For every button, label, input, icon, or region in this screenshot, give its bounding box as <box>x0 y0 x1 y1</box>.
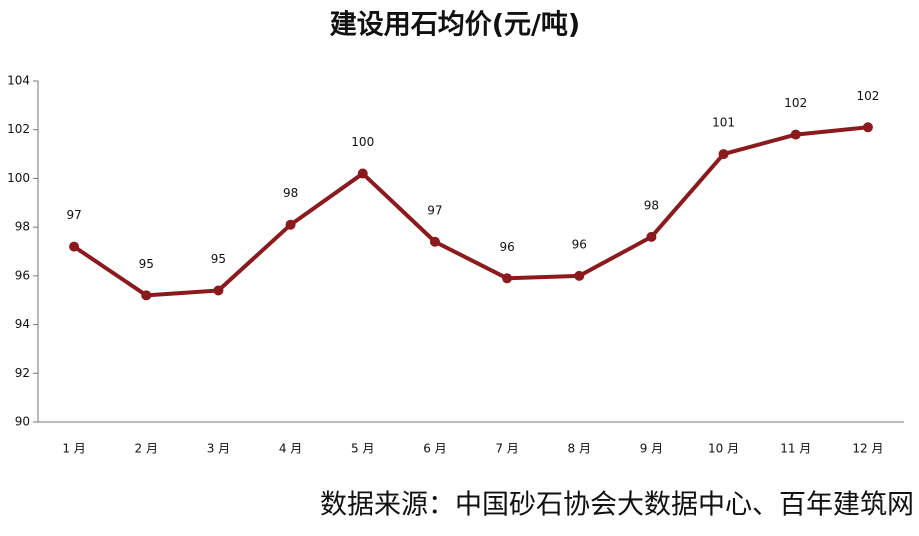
data-point <box>141 290 152 301</box>
x-tick-label: 6 月 <box>423 442 446 456</box>
source-note: 数据来源：中国砂石协会大数据中心、百年建筑网 <box>320 490 914 521</box>
x-tick-label: 10 月 <box>708 442 739 456</box>
y-tick-label: 100 <box>7 171 30 185</box>
y-tick-label: 96 <box>15 268 30 282</box>
x-tick-label: 1 月 <box>62 442 85 456</box>
x-tick-label: 11 月 <box>780 442 811 456</box>
data-point <box>429 236 440 247</box>
data-label: 102 <box>856 89 879 103</box>
data-point <box>790 129 801 140</box>
x-tick-label: 3 月 <box>207 442 230 456</box>
data-label: 102 <box>784 96 807 110</box>
y-tick-label: 98 <box>15 220 30 234</box>
x-tick-label: 2 月 <box>135 442 158 456</box>
data-label: 100 <box>351 135 374 149</box>
data-label: 96 <box>499 240 514 254</box>
data-label: 96 <box>572 237 587 251</box>
data-label: 97 <box>66 208 81 222</box>
y-tick-label: 90 <box>15 415 30 429</box>
y-tick-label: 104 <box>7 74 30 88</box>
x-tick-label: 9 月 <box>640 442 663 456</box>
x-tick-label: 5 月 <box>351 442 374 456</box>
data-point <box>646 231 657 242</box>
y-tick-label: 102 <box>7 122 30 136</box>
y-tick-label: 94 <box>15 317 30 331</box>
data-label: 98 <box>644 198 659 212</box>
series-line <box>72 125 869 298</box>
y-tick-label: 92 <box>15 366 30 380</box>
data-label: 101 <box>712 116 735 130</box>
x-tick-label: 8 月 <box>568 442 591 456</box>
data-point <box>285 219 296 230</box>
data-point <box>574 270 585 281</box>
data-point <box>862 122 873 133</box>
chart-title: 建设用石均价(元/吨) <box>330 10 581 41</box>
data-point <box>69 241 80 252</box>
data-point <box>718 149 729 160</box>
data-point <box>213 285 224 296</box>
x-tick-label: 7 月 <box>495 442 518 456</box>
data-label: 95 <box>139 257 154 271</box>
x-tick-label: 12 月 <box>852 442 883 456</box>
data-label: 97 <box>427 203 442 217</box>
data-label: 95 <box>211 252 226 266</box>
data-label: 98 <box>283 186 298 200</box>
x-tick-label: 4 月 <box>279 442 302 456</box>
data-point <box>357 168 368 179</box>
data-point <box>502 273 513 284</box>
